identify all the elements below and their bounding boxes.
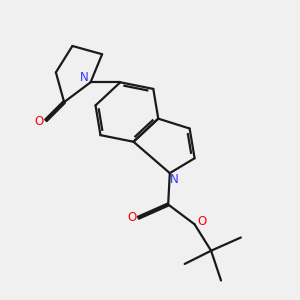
Text: O: O (127, 211, 136, 224)
Text: O: O (197, 214, 206, 227)
Text: N: N (80, 71, 88, 84)
Text: O: O (35, 116, 44, 128)
Text: N: N (169, 172, 178, 186)
